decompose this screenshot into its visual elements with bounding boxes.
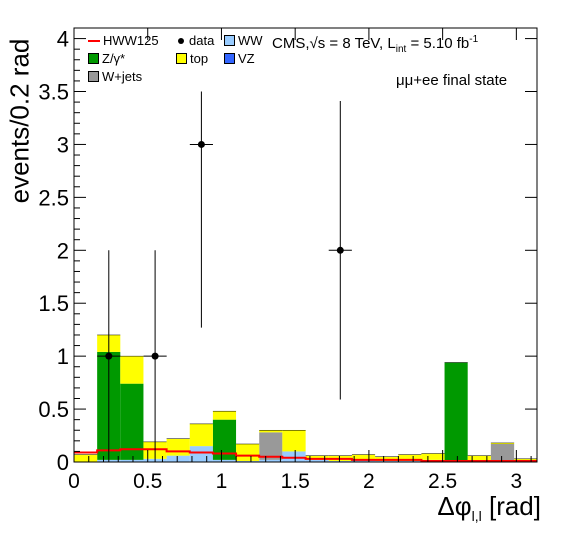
x-tick-label-4: 2 xyxy=(363,470,375,493)
data-point-0 xyxy=(105,352,113,360)
y-tick-label-6: 3 xyxy=(57,132,69,157)
bar-top-10 xyxy=(305,455,329,460)
bar-top-19 xyxy=(514,458,538,461)
lumi-subscript: int xyxy=(395,44,407,55)
bar-ww-4 xyxy=(166,455,190,462)
x-tick-label-3: 1.5 xyxy=(281,470,310,493)
energy-label: √s = 8 TeV, L xyxy=(309,35,396,52)
x-tick-label-2: 1 xyxy=(216,470,228,493)
stacked-bars xyxy=(74,334,538,462)
wjets-swatch-icon xyxy=(88,71,99,82)
bar-ww-7 xyxy=(236,460,260,462)
x-axis-unit: [rad] xyxy=(488,491,541,521)
legend-data: data xyxy=(176,33,214,48)
legend-top: top xyxy=(176,51,208,66)
data-point-1 xyxy=(151,352,159,360)
bar-top-8 xyxy=(259,430,283,433)
legend-top-label: top xyxy=(190,51,209,66)
x-axis-label: Δφl,l [rad] xyxy=(437,491,541,524)
bar-z-2 xyxy=(120,383,144,460)
bar-top-15 xyxy=(421,453,445,460)
legend-hww-label: HWW125 xyxy=(103,33,159,48)
bar-top-6 xyxy=(212,411,237,420)
cms-prefix: CMS, xyxy=(272,35,310,52)
bar-z-16 xyxy=(444,362,468,461)
bar-top-4 xyxy=(166,438,190,456)
legend-zg: Z/γ* xyxy=(88,51,125,66)
x-tick-label-6: 3 xyxy=(511,470,523,493)
y-tick-label-5: 2.5 xyxy=(38,185,69,210)
bar-top-2 xyxy=(120,356,144,384)
bar-top-14 xyxy=(398,454,422,461)
lumi-superscript: -1 xyxy=(469,34,479,45)
cms-annotation: CMS,√s = 8 TeV, Lint = 5.10 fb-1 xyxy=(272,34,478,55)
bar-top-17 xyxy=(467,455,491,461)
x-axis-subscript: l,l xyxy=(471,508,482,525)
data-points xyxy=(97,91,352,462)
y-tick-label-4: 2 xyxy=(57,238,69,263)
signal-curve xyxy=(74,448,538,462)
vz-swatch-icon xyxy=(224,53,235,64)
legend-vz: VZ xyxy=(224,51,255,66)
bar-top-12 xyxy=(351,454,376,460)
x-tick-label-5: 2.5 xyxy=(428,470,457,493)
bar-ww-14 xyxy=(398,460,422,462)
bar-ww-8 xyxy=(259,459,283,462)
bar-ww-2 xyxy=(120,459,144,462)
top-swatch-icon xyxy=(176,53,187,64)
bar-top-9 xyxy=(282,430,306,452)
bar-ww-6 xyxy=(212,459,237,462)
bar-ww-5 xyxy=(189,446,213,462)
hww-line-icon xyxy=(88,39,100,42)
legend-ww: WW xyxy=(224,33,263,48)
data-point-2 xyxy=(197,140,205,148)
y-tick-label-2: 1 xyxy=(57,344,69,369)
bar-ww-12 xyxy=(351,459,376,462)
data-marker-icon xyxy=(178,37,184,44)
legend-wjets-label: W+jets xyxy=(102,69,143,84)
ww-swatch-icon xyxy=(224,35,235,46)
bar-ww-11 xyxy=(328,460,352,462)
legend-ww-label: WW xyxy=(238,33,263,48)
bar-ww-9 xyxy=(282,451,306,462)
x-axis-symbol: Δφ xyxy=(437,491,472,521)
x-tick-label-1: 0.5 xyxy=(133,470,162,493)
y-tick-label-7: 3.5 xyxy=(38,80,69,105)
signal-line xyxy=(74,448,538,462)
bar-top-5 xyxy=(189,423,213,447)
legend-vz-label: VZ xyxy=(238,51,255,66)
data-point-3 xyxy=(336,246,344,254)
legend-hww: HWW125 xyxy=(88,33,159,48)
bar-top-7 xyxy=(236,444,260,461)
axes: 0 0.5 1 1.5 2 2.5 3 0 0.5 1 1.5 2 2.5 3 3.5 4 xyxy=(38,27,538,493)
bar-z-6 xyxy=(212,419,237,460)
bar-wjets-8 xyxy=(259,432,283,460)
plot-frame xyxy=(73,27,538,463)
y-tick-label-1: 0.5 xyxy=(38,397,69,422)
y-tick-label-3: 1.5 xyxy=(38,291,69,316)
bar-ww-10 xyxy=(305,459,329,462)
final-state-label: μμ+ee final state xyxy=(396,72,508,89)
legend-zg-label: Z/γ* xyxy=(102,51,126,66)
y-axis-label: events/0.2 rad xyxy=(4,38,35,204)
bar-top-13 xyxy=(375,456,399,461)
lumi-value: = 5.10 fb xyxy=(406,35,470,52)
zg-swatch-icon xyxy=(88,53,99,64)
y-tick-label-0: 0 xyxy=(57,450,69,475)
legend-data-label: data xyxy=(189,33,215,48)
y-tick-label-8: 4 xyxy=(57,27,69,52)
x-tick-label-0: 0 xyxy=(68,470,80,493)
bar-ww-13 xyxy=(375,460,399,462)
bar-top-18 xyxy=(490,442,515,445)
legend-wjets: W+jets xyxy=(88,69,142,84)
bar-top-0 xyxy=(74,454,98,462)
bar-wjets-18 xyxy=(490,444,515,461)
